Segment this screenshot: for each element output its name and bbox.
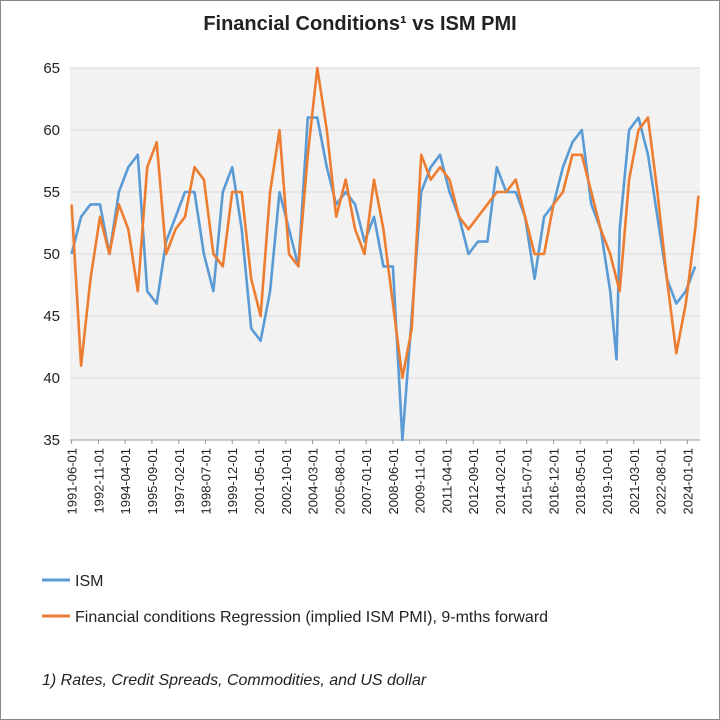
x-tick-label: 2024-01-01 [680, 448, 695, 515]
x-tick-label: 2015-07-01 [520, 448, 535, 515]
legend-label: Financial conditions Regression (implied… [75, 609, 548, 626]
y-tick-label: 50 [43, 246, 60, 263]
y-tick-label: 45 [43, 308, 60, 325]
x-tick-label: 2002-10-01 [279, 448, 294, 515]
x-tick-label: 2014-02-01 [493, 448, 508, 515]
x-tick-label: 2016-12-01 [547, 448, 562, 515]
x-tick-label: 1997-02-01 [172, 448, 187, 515]
x-tick-label: 2022-08-01 [654, 448, 669, 515]
legend-label: ISM [75, 573, 103, 590]
x-tick-label: 2005-08-01 [332, 448, 347, 515]
x-tick-label: 1998-07-01 [198, 448, 213, 515]
x-tick-label: 1994-04-01 [118, 448, 133, 515]
x-tick-label: 1995-09-01 [145, 448, 160, 515]
x-tick-label: 1992-11-01 [91, 448, 106, 514]
line [70, 66, 700, 380]
x-tick-label: 2008-06-01 [386, 448, 401, 515]
x-tick-label: 2007-01-01 [359, 448, 374, 515]
y-tick-label: 55 [43, 184, 60, 201]
chart-title: Financial Conditions¹ vs ISM PMI [203, 13, 516, 35]
y-tick-label: 65 [43, 60, 60, 77]
x-tick-label: 2012-09-01 [466, 448, 481, 515]
x-tick-label: 2004-03-01 [306, 448, 321, 515]
x-tick-label: 2021-03-01 [627, 448, 642, 515]
y-tick-label: 35 [43, 432, 60, 449]
x-tick-label: 1999-12-01 [225, 448, 240, 515]
footnote: 1) Rates, Credit Spreads, Commodities, a… [42, 672, 427, 689]
x-tick-label: 2019-10-01 [600, 448, 615, 515]
y-tick-label: 40 [43, 370, 60, 387]
x-tick-label: 2009-11-01 [413, 448, 428, 514]
x-tick-label: 2018-05-01 [573, 448, 588, 515]
x-tick-label: 2001-05-01 [252, 448, 267, 515]
x-tick-label: 2011-04-01 [439, 448, 454, 514]
y-tick-label: 60 [43, 122, 60, 139]
x-tick-label: 1991-06-01 [65, 448, 80, 515]
